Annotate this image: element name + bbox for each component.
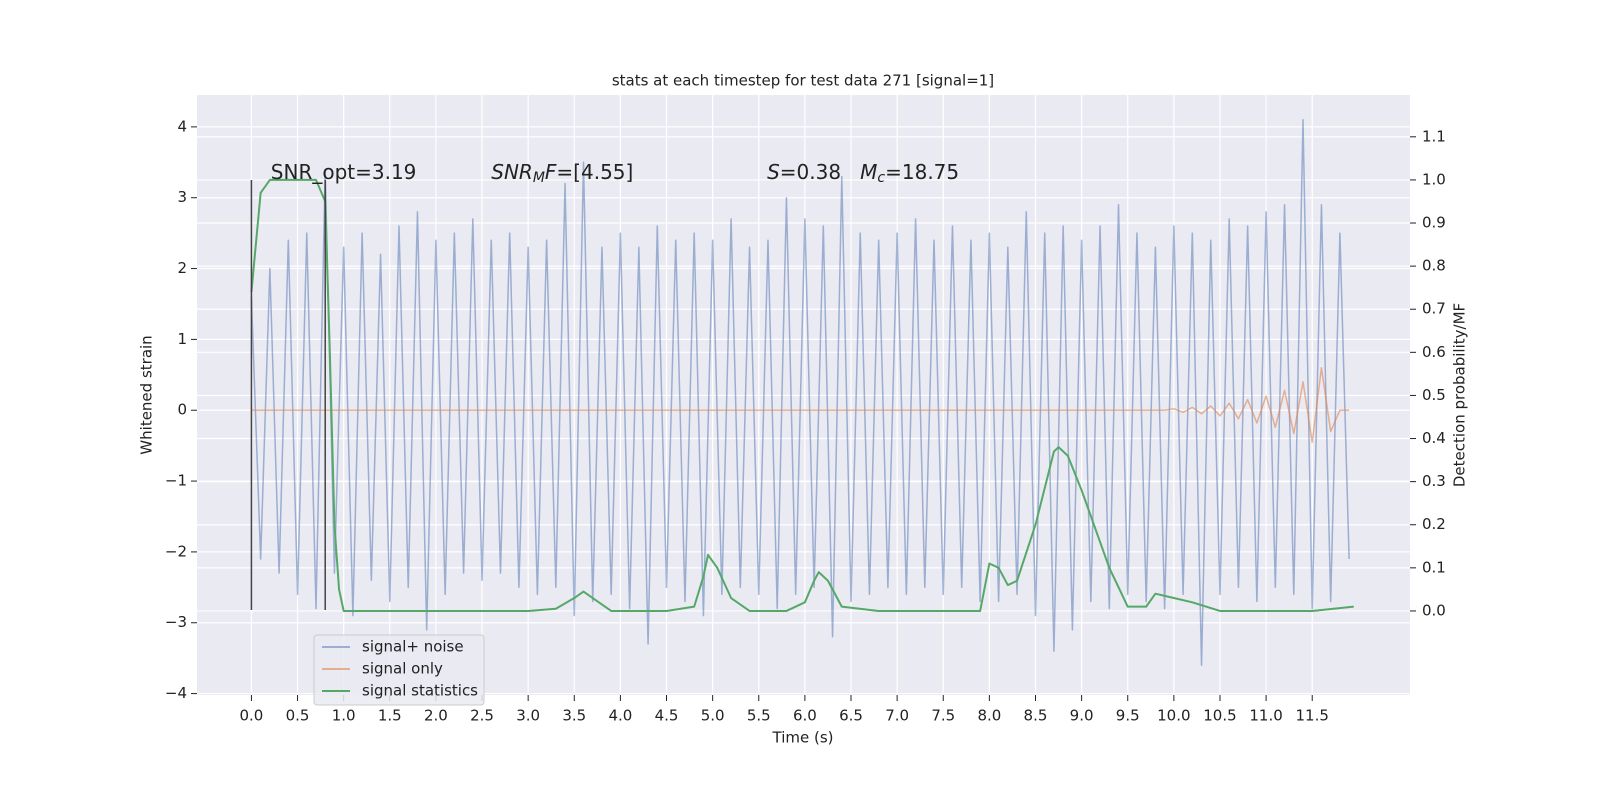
- annotation-part: =0.38: [780, 159, 860, 183]
- chart-title: stats at each timestep for test data 271…: [612, 72, 994, 90]
- y-tick-label: 3: [177, 188, 187, 206]
- x-tick-label: 9.5: [1116, 707, 1140, 725]
- annotation-part: M: [533, 170, 545, 186]
- y-tick-label: −4: [165, 684, 187, 702]
- x-tick-label: 5.0: [701, 707, 725, 725]
- annotation-part: =18.75: [885, 159, 959, 183]
- x-tick-label: 2.5: [470, 707, 494, 725]
- annotation: SNRMF=[4.55]: [491, 159, 633, 186]
- x-tick-label: 8.5: [1024, 707, 1048, 725]
- annotation-part: c: [877, 170, 885, 186]
- y2-tick-label: 0.6: [1422, 343, 1446, 361]
- x-tick-label: 11.5: [1296, 707, 1329, 725]
- y2-tick-label: 0.1: [1422, 558, 1446, 576]
- legend-label: signal statistics: [362, 682, 478, 700]
- y2-tick-label: 0.0: [1422, 601, 1446, 619]
- y-tick-label: 4: [177, 117, 187, 135]
- legend-box: [313, 634, 485, 706]
- x-tick-label: 5.5: [747, 707, 771, 725]
- y2-tick-label: 0.8: [1422, 257, 1446, 275]
- x-tick-label: 0.0: [239, 707, 263, 725]
- legend-label: signal only: [362, 660, 443, 678]
- y2-tick-label: 1.0: [1422, 170, 1446, 188]
- annotation: SNR_opt=3.19: [271, 159, 417, 183]
- x-tick-label: 11.0: [1249, 707, 1282, 725]
- y-tick-label: −1: [165, 472, 187, 490]
- annotation: S=0.38 Mc=18.75: [767, 159, 959, 186]
- x-tick-label: 8.0: [977, 707, 1001, 725]
- y2-tick-label: 0.7: [1422, 300, 1446, 318]
- x-tick-label: 6.0: [793, 707, 817, 725]
- y2-axis-label: Detection probability/MF: [1451, 303, 1469, 487]
- y2-tick-label: 0.9: [1422, 214, 1446, 232]
- x-tick-label: 10.0: [1157, 707, 1190, 725]
- y2-tick-label: 0.4: [1422, 429, 1446, 447]
- y-tick-label: 0: [177, 401, 187, 419]
- legend: signal+ noise signal only signal statistic…: [313, 634, 485, 706]
- x-axis-label: Time (s): [772, 729, 834, 747]
- annotation-part: M: [860, 159, 877, 183]
- y2-tick-label: 0.2: [1422, 515, 1446, 533]
- x-tick-label: 4.0: [608, 707, 632, 725]
- annotation-part: F: [545, 159, 557, 183]
- y-tick-label: 2: [177, 259, 187, 277]
- annotation-part: =[4.55]: [556, 159, 633, 183]
- x-tick-label: 2.0: [424, 707, 448, 725]
- x-tick-label: 6.5: [839, 707, 863, 725]
- x-tick-label: 1.0: [332, 707, 356, 725]
- legend-label: signal+ noise: [362, 638, 464, 656]
- annotation-part: SNR: [491, 159, 533, 183]
- x-tick-label: 9.0: [1070, 707, 1094, 725]
- y-tick-label: −2: [165, 542, 187, 560]
- y2-tick-label: 0.5: [1422, 386, 1446, 404]
- y-axis-label: Whitened strain: [138, 335, 156, 454]
- x-tick-label: 1.5: [378, 707, 402, 725]
- annotation-part: SNR_opt=3.19: [271, 159, 417, 183]
- x-tick-label: 7.0: [885, 707, 909, 725]
- series-line: [250, 178, 1354, 612]
- x-tick-label: 10.5: [1203, 707, 1236, 725]
- annotation-part: S: [767, 159, 780, 183]
- x-tick-label: 3.5: [562, 707, 586, 725]
- series-line: [250, 119, 1350, 666]
- series-line: [251, 366, 1350, 443]
- y2-tick-label: 1.1: [1422, 127, 1446, 145]
- y2-tick-label: 0.3: [1422, 472, 1446, 490]
- x-tick-label: 3.0: [516, 707, 540, 725]
- x-tick-label: 4.5: [655, 707, 679, 725]
- x-tick-label: 0.5: [286, 707, 310, 725]
- y-tick-label: −3: [165, 613, 187, 631]
- x-tick-label: 7.5: [931, 707, 955, 725]
- y-tick-label: 1: [177, 330, 187, 348]
